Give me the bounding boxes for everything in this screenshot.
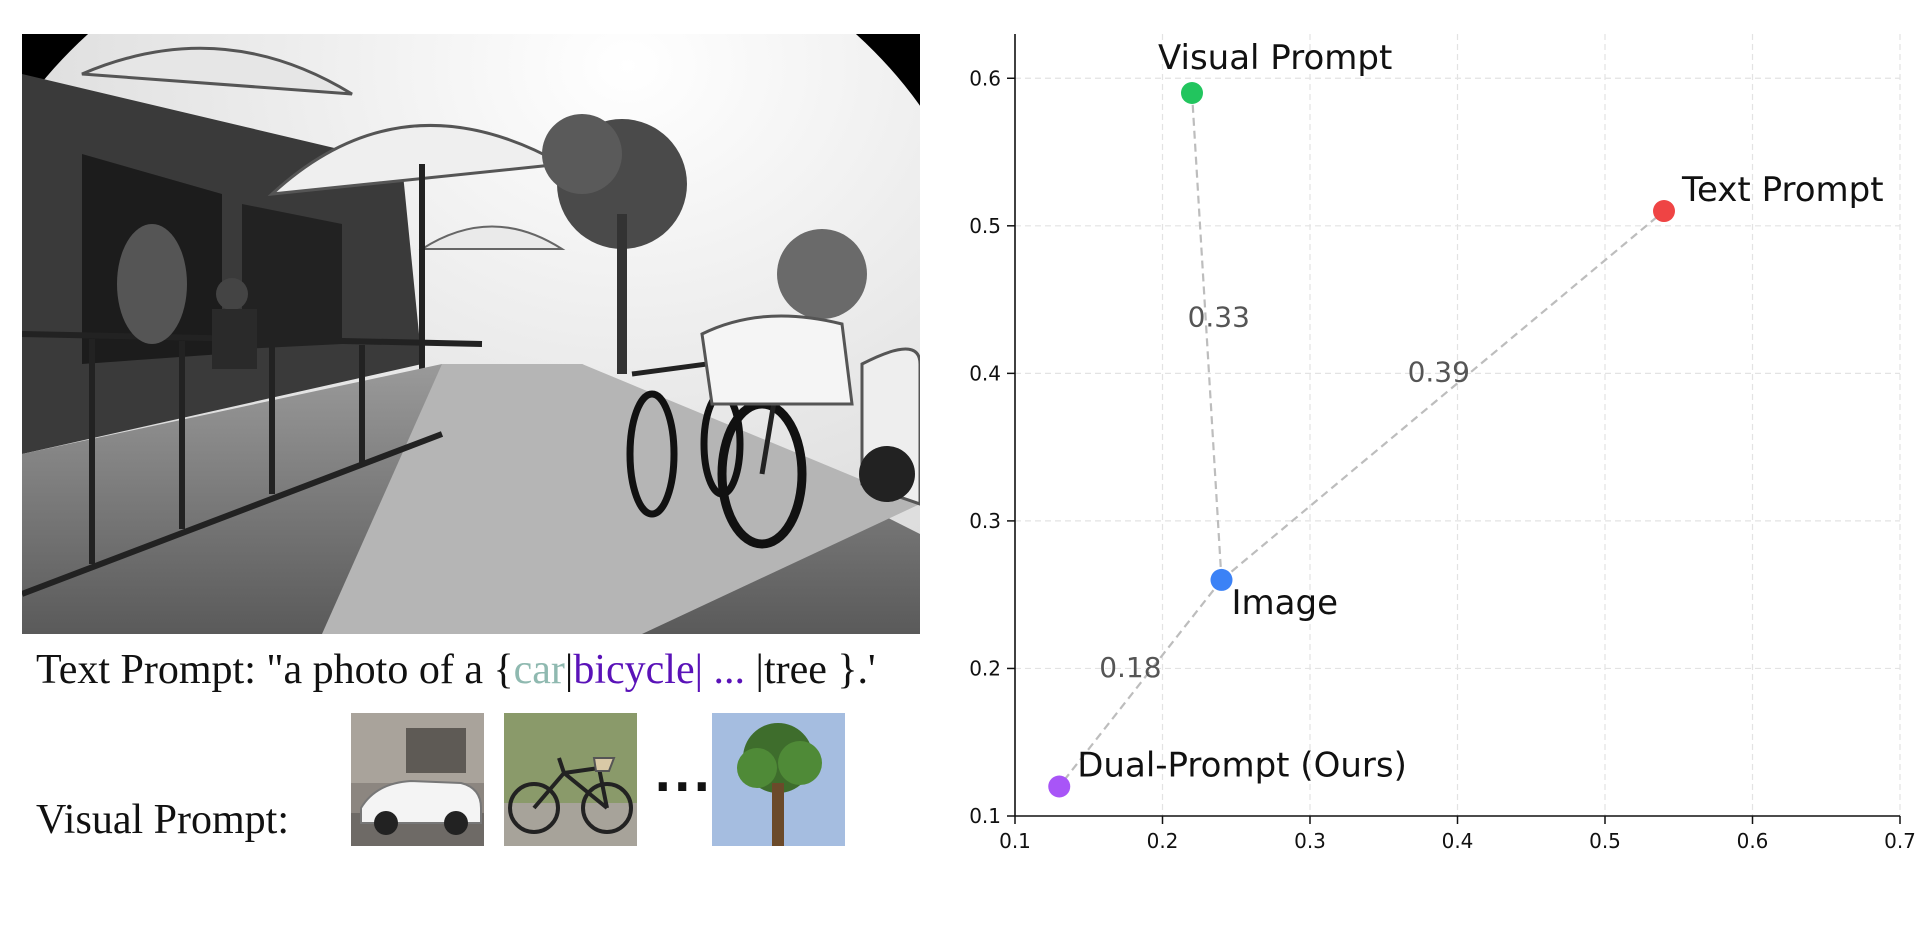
text-prompt-car: car — [513, 647, 565, 693]
thumbnail-ellipsis: ... — [654, 748, 713, 802]
data-point — [1653, 200, 1675, 223]
y-tick-label: 0.1 — [969, 804, 1001, 828]
y-tick-label: 0.2 — [969, 656, 1001, 680]
text-prompt-prefix: Text Prompt: "a photo of a { — [36, 647, 514, 693]
text-prompt-tree: |tree }.' — [745, 647, 876, 693]
chart-grid — [1015, 34, 1901, 816]
data-point — [1210, 568, 1233, 591]
x-tick-label: 0.4 — [1442, 829, 1474, 853]
x-tick-label: 0.6 — [1737, 829, 1769, 853]
distance-label: 0.39 — [1408, 355, 1470, 388]
text-prompt-bicycle: bicycle — [573, 647, 695, 693]
data-point — [1048, 775, 1071, 798]
tree-thumbnail — [712, 713, 845, 846]
x-tick-label: 0.1 — [999, 829, 1031, 853]
distance-scatter-chart: 0.1 0.2 0.3 0.4 0.5 0.6 0.70.10.20.30.40.50.6 … — [969, 34, 1916, 853]
street-photo-illustration — [22, 34, 920, 634]
data-point — [1181, 82, 1203, 105]
point-label: Image — [1232, 583, 1338, 623]
connector-line — [1190, 92, 1223, 580]
connector-line — [1058, 579, 1223, 788]
visual-prompt-label: Visual Prompt: — [36, 797, 289, 843]
chart-connectors — [1058, 92, 1665, 788]
car-thumbnail-image — [351, 713, 484, 846]
text-prompt-dots: | ... — [694, 647, 746, 693]
chart-labels: 0.33 0.39 0.18 Visual Prompt Text Prompt Imag… — [1077, 38, 1883, 785]
y-tick-label: 0.6 — [969, 66, 1001, 90]
y-tick-label: 0.3 — [969, 509, 1001, 533]
chart-axes: 0.1 0.2 0.3 0.4 0.5 0.6 0.7 0.1 0.2 0.3 0.4 0.5 0.6 — [969, 34, 1916, 853]
text-prompt-sep1: | — [564, 647, 574, 693]
x-tick-label: 0.3 — [1294, 829, 1326, 853]
point-label: Dual-Prompt (Ours) — [1077, 745, 1407, 785]
connector-line — [1220, 210, 1665, 581]
chart-points — [1048, 82, 1675, 798]
text-prompt-line: Text Prompt: "a photo of a {car|bicycle|… — [36, 640, 956, 700]
y-tick-label: 0.4 — [969, 361, 1001, 385]
distance-label: 0.18 — [1099, 651, 1161, 684]
x-tick-label: 0.2 — [1147, 829, 1179, 853]
tree-thumbnail-image — [712, 713, 845, 846]
point-label: Text Prompt — [1681, 170, 1884, 210]
x-tick-label: 0.5 — [1589, 829, 1621, 853]
distance-label: 0.33 — [1188, 300, 1250, 333]
y-tick-label: 0.5 — [969, 214, 1001, 238]
point-label: Visual Prompt — [1158, 38, 1392, 78]
bicycle-thumbnail-image — [504, 713, 637, 846]
car-thumbnail — [351, 713, 484, 846]
bicycle-thumbnail — [504, 713, 637, 846]
street-photo — [22, 34, 920, 634]
x-tick-label: 0.7 — [1884, 829, 1916, 853]
